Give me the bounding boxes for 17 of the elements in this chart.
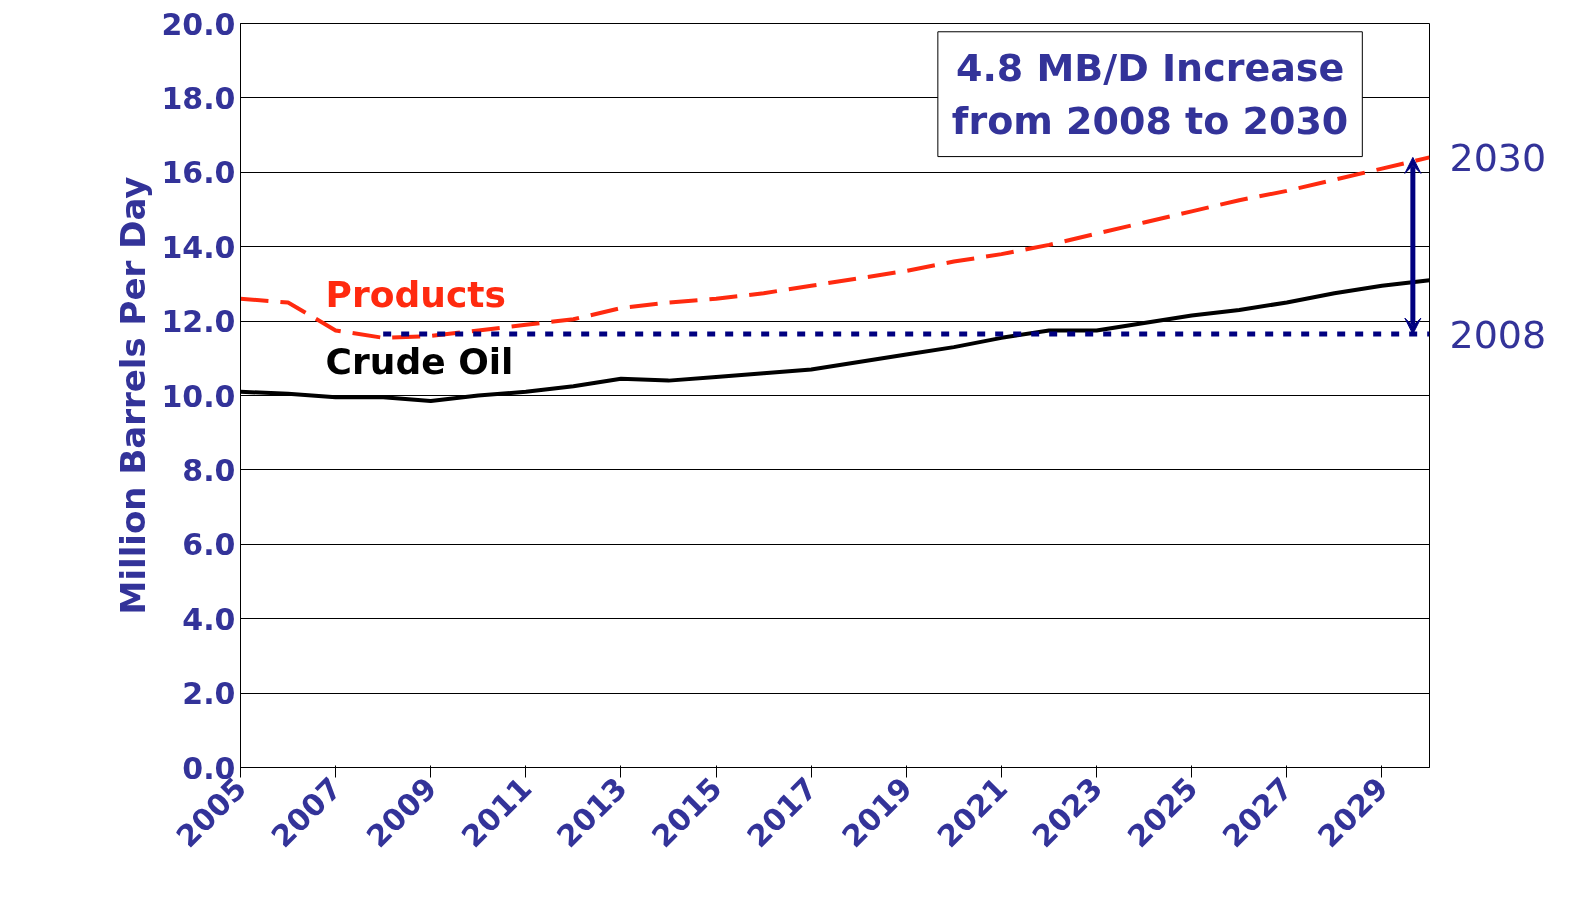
series-label: Crude Oil (325, 341, 514, 383)
y-tick-label: 20.0 (161, 6, 236, 42)
y-tick-label: 6.0 (182, 527, 236, 563)
y-tick-label: 12.0 (161, 304, 236, 340)
y-axis-title: Million Barrels Per Day (113, 176, 154, 615)
y-tick-label: 10.0 (161, 378, 236, 414)
annotation: 2030 (1449, 135, 1547, 180)
line-series (240, 155, 1430, 340)
y-tick-label: 2.0 (182, 676, 236, 712)
series-label: Products (325, 274, 506, 316)
annotation: 4.8 MB/D Increase from 2008 to 2030 (951, 45, 1349, 143)
y-tick-label: 4.0 (182, 601, 236, 637)
y-tick-label: 8.0 (182, 452, 236, 488)
annotation: 2008 (1449, 312, 1547, 357)
y-tick-label: 18.0 (161, 80, 236, 116)
y-tick-label: 14.0 (161, 229, 236, 265)
y-tick-label: 16.0 (161, 155, 236, 191)
